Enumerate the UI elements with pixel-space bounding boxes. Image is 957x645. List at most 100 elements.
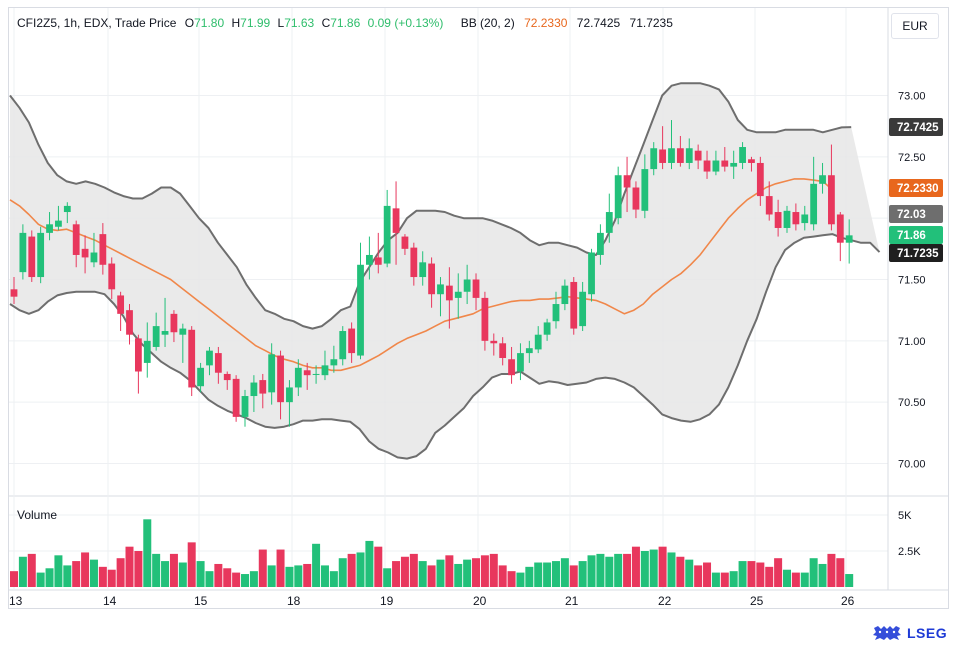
candle-body <box>676 148 684 163</box>
candle-body <box>481 297 489 341</box>
time-tick-label: 13 <box>9 594 23 608</box>
volume-bar <box>27 553 36 587</box>
legend-open-label: O <box>184 16 195 30</box>
volume-bar <box>267 565 276 587</box>
price-tag-text-bb-lower: 71.7235 <box>897 248 939 260</box>
candle-body <box>810 183 818 225</box>
candle-body <box>179 328 187 335</box>
volume-bar <box>720 572 729 587</box>
candle-body <box>286 387 293 403</box>
volume-bar <box>241 574 250 587</box>
candle-body <box>303 370 311 376</box>
candle-body <box>259 380 267 394</box>
candle-body <box>623 175 631 188</box>
price-tag-bb-basis <box>889 179 943 197</box>
price-tick-label: 72.50 <box>898 152 926 164</box>
legend-close-label: C <box>321 16 331 30</box>
volume-bar <box>276 549 285 587</box>
volume-bar <box>694 565 703 587</box>
candle-body <box>250 382 258 397</box>
candle-body <box>552 304 560 322</box>
volume-bar <box>640 551 649 587</box>
volume-bar <box>765 566 774 587</box>
candle-body <box>241 396 249 417</box>
legend-change: 0.09 (+0.13%) <box>367 16 444 30</box>
volume-bar <box>560 558 569 587</box>
volume-bar <box>400 556 409 587</box>
legend-bb-basis: 72.2330 <box>524 16 568 30</box>
volume-bar <box>81 552 90 587</box>
bollinger-basis-line <box>9 178 833 372</box>
volume-bar <box>623 553 632 587</box>
candle-body <box>739 147 746 163</box>
volume-bar <box>205 571 214 587</box>
volume-bar <box>445 555 454 587</box>
candle-body <box>685 148 693 163</box>
candle-body <box>366 254 373 265</box>
volume-bar <box>507 571 516 587</box>
candle-body <box>428 263 435 295</box>
volume-bar <box>36 572 45 587</box>
candle-body <box>525 348 533 354</box>
price-tag-text-bb-basis: 72.2330 <box>897 183 939 195</box>
candle-body <box>330 359 338 366</box>
candle-body <box>410 247 418 278</box>
candle-body <box>499 343 507 359</box>
volume-bar <box>214 563 223 587</box>
time-tick-label: 21 <box>565 594 579 608</box>
volume-bar <box>45 568 54 587</box>
candle-body <box>37 232 45 278</box>
volume-bar <box>658 546 667 587</box>
candle-body <box>783 210 791 228</box>
volume-bar <box>729 571 738 587</box>
bollinger-band-fill <box>10 83 880 459</box>
volume-bar <box>463 559 472 587</box>
candle-body <box>517 353 524 372</box>
price-tag-text-last-high: 72.03 <box>897 209 926 221</box>
volume-bar <box>427 565 436 587</box>
currency-button[interactable]: EUR <box>891 13 939 39</box>
candle-body <box>712 160 720 172</box>
candle-body <box>748 159 755 163</box>
candle-body <box>392 208 400 233</box>
candle-body <box>419 262 427 278</box>
volume-bar <box>303 563 312 587</box>
candle-body <box>703 160 711 172</box>
volume-bar <box>365 540 374 587</box>
volume-bar <box>409 553 418 587</box>
volume-bar <box>72 561 81 587</box>
price-tick-label: 73.00 <box>898 91 926 103</box>
price-tag-last-high <box>889 205 943 223</box>
lseg-emblem-icon <box>873 626 901 640</box>
candle-body <box>401 236 409 249</box>
candle-body <box>454 291 462 298</box>
volume-bar <box>152 553 161 587</box>
candle-body <box>161 331 169 335</box>
volume-pane-label: Volume <box>17 508 58 522</box>
volume-bar <box>116 558 125 587</box>
volume-bar <box>161 561 170 587</box>
volume-bar <box>18 556 27 587</box>
volume-bar <box>845 574 854 587</box>
volume-bar <box>791 572 800 587</box>
candle-body <box>605 212 613 233</box>
candle-body <box>437 284 444 295</box>
volume-bar <box>818 563 827 587</box>
volume-bar <box>569 565 578 587</box>
brand-name: LSEG <box>907 625 948 641</box>
candle-body <box>641 169 649 211</box>
candle-body <box>668 148 675 163</box>
volume-bar <box>480 555 489 587</box>
candle-body <box>117 295 125 314</box>
volume-bar <box>667 552 676 587</box>
time-tick-label: 14 <box>103 594 117 608</box>
price-tag-text-last-close: 71.86 <box>897 230 926 242</box>
candle-body <box>277 355 284 403</box>
legend-high-label: H <box>231 16 241 30</box>
volume-bar <box>329 571 338 587</box>
volume-bar <box>338 558 347 587</box>
volume-bar <box>747 561 756 587</box>
candle-body <box>730 162 738 167</box>
volume-bar <box>258 549 267 587</box>
